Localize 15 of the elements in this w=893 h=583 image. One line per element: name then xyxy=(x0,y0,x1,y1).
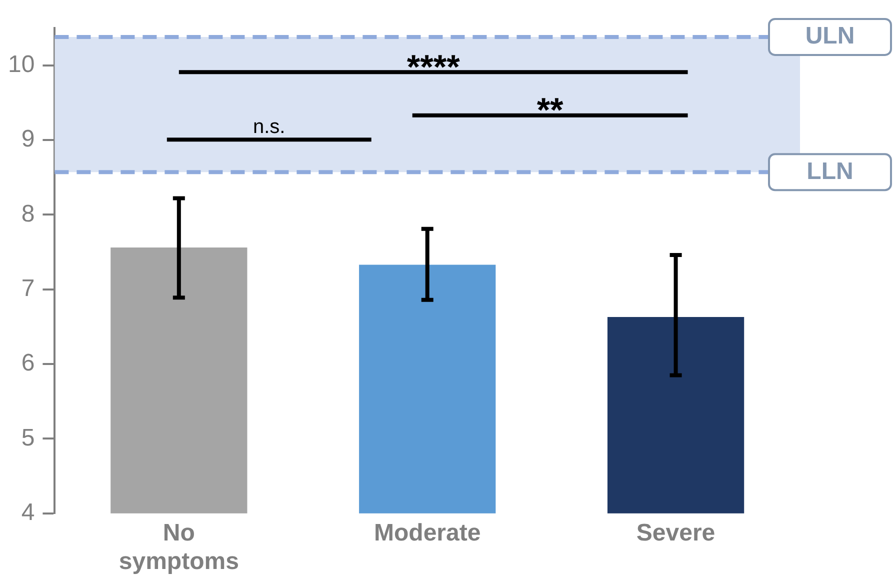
x-tick-label: Severe xyxy=(636,519,716,546)
y-tick-label: 4 xyxy=(21,499,35,526)
y-tick-label: 8 xyxy=(21,200,35,228)
y-tick-label: 7 xyxy=(21,274,35,302)
y-tick-label: 5 xyxy=(21,424,35,452)
y-tick-label: 6 xyxy=(21,350,35,377)
x-tick-label: Moderate xyxy=(374,519,481,546)
x-tick-label: No symptoms xyxy=(118,519,239,576)
y-tick-label: 10 xyxy=(8,50,35,78)
annotation: ** xyxy=(536,92,564,130)
ref-line-label: ULN xyxy=(805,22,855,50)
annotation: n.s. xyxy=(253,116,286,138)
annotation: **** xyxy=(406,48,461,86)
y-tick-label: 9 xyxy=(21,126,35,153)
ref-line-label: LLN xyxy=(806,158,854,185)
